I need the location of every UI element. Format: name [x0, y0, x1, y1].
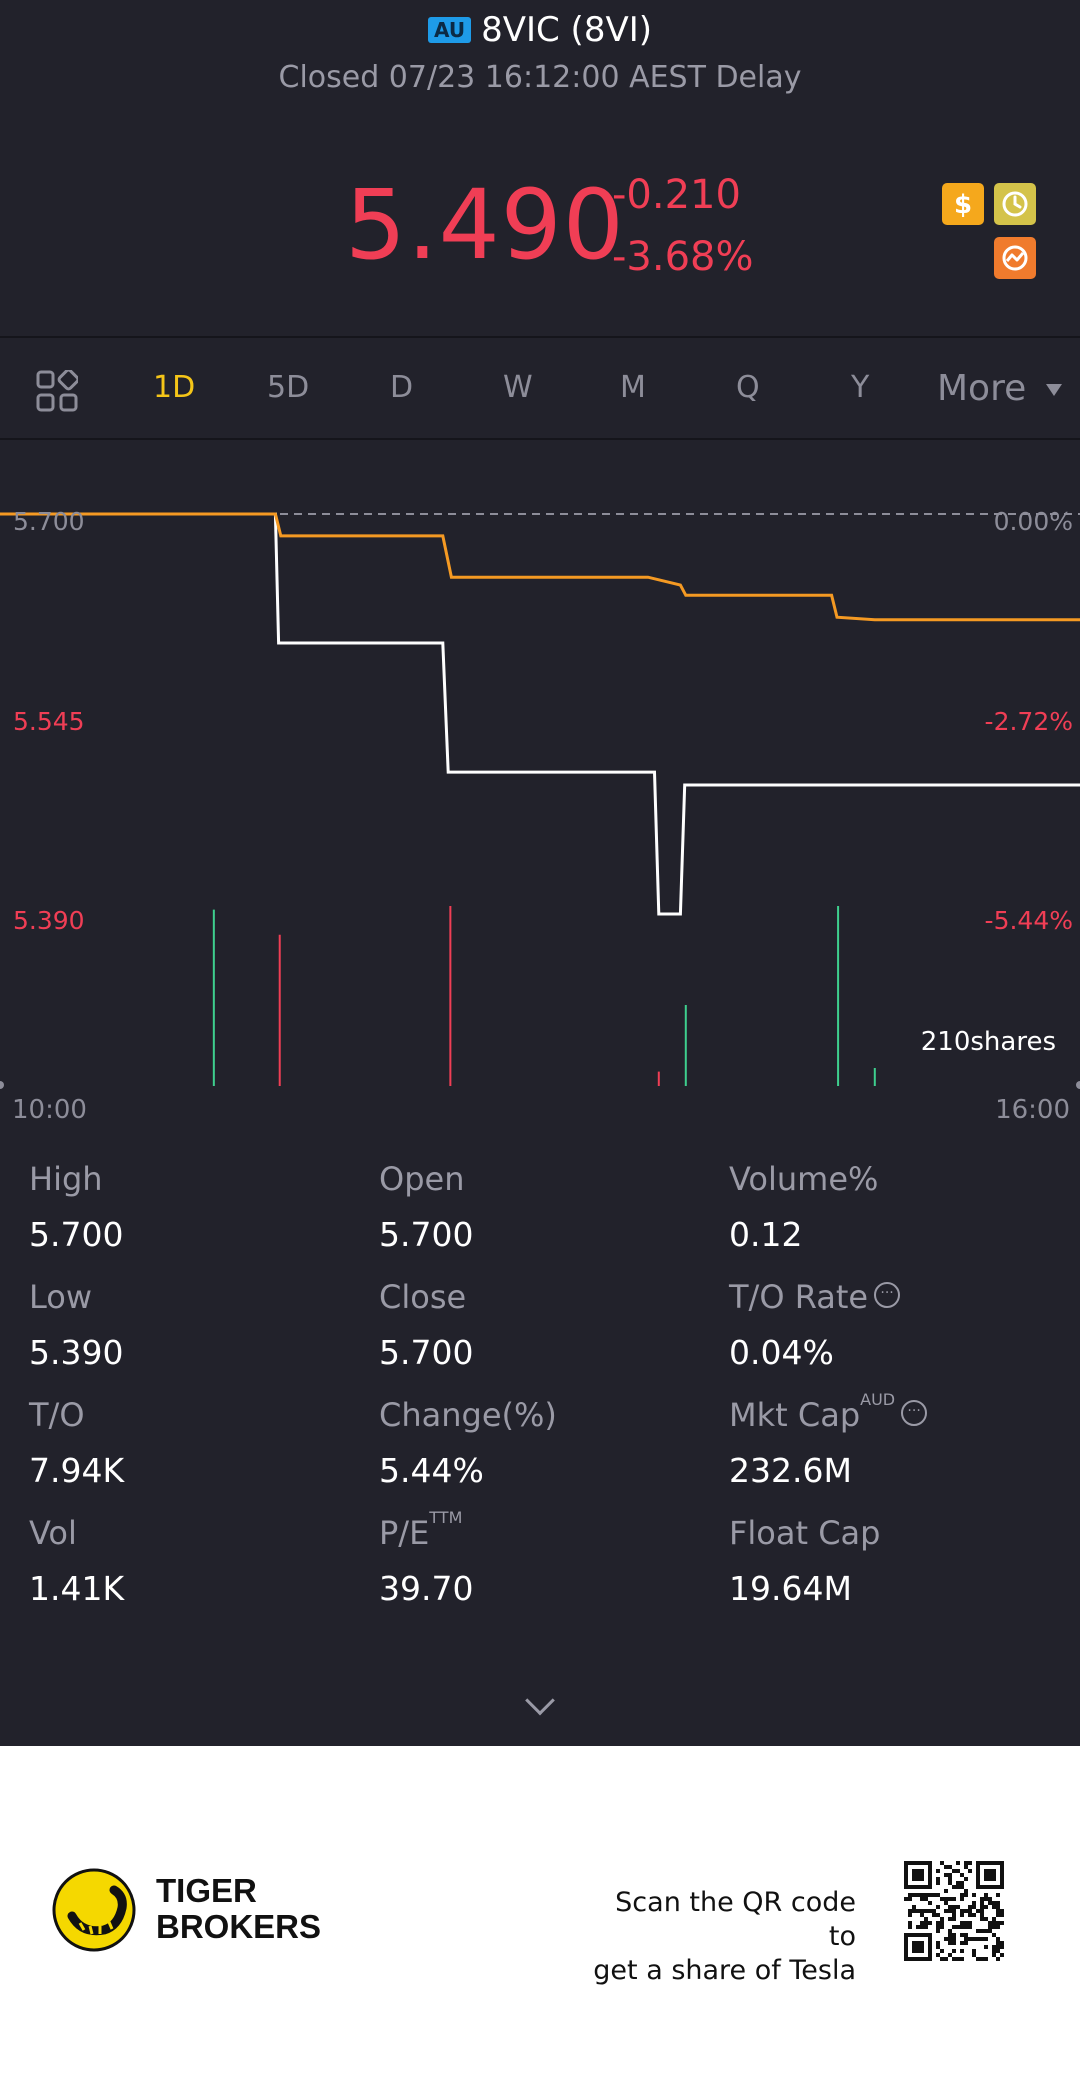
stat-pe-value: 39.70: [379, 1569, 474, 1608]
last-price: 5.490: [345, 169, 625, 281]
series-line-average: [0, 512, 1080, 622]
y-pct-label: -2.72%: [985, 707, 1073, 736]
brand-line-2: BROKERS: [156, 1908, 322, 1945]
stat-open-label: Open: [379, 1160, 465, 1198]
trend-icon[interactable]: [994, 237, 1036, 279]
stat-mktcap-text: Mkt Cap: [729, 1396, 861, 1434]
x-tick-label: 16:00: [995, 1095, 1070, 1125]
ttm-sup: TTM: [429, 1508, 463, 1527]
series-line-price: [0, 512, 1080, 916]
price-change: -0.210: [612, 172, 741, 218]
tab-1d[interactable]: 1D: [153, 370, 196, 405]
stock-title[interactable]: 8VIC (8VI): [481, 10, 653, 50]
price-change-percent: -3.68%: [612, 234, 754, 280]
scroll-handle-right[interactable]: [1076, 1081, 1080, 1089]
more-info-icon[interactable]: ···: [901, 1400, 928, 1426]
tiger-logo-icon: [52, 1868, 136, 1952]
tab-m[interactable]: M: [620, 370, 646, 405]
stat-close-label: Close: [379, 1278, 467, 1316]
stat-changepct-label: Change(%): [379, 1396, 557, 1434]
tab-q[interactable]: Q: [736, 370, 760, 405]
stat-to-value: 7.94K: [29, 1451, 125, 1490]
brand-name: TIGER BROKERS: [156, 1873, 321, 1945]
stat-vol-label: Vol: [29, 1514, 77, 1552]
stat-mktcap-label: Mkt CapAUD ···: [729, 1390, 928, 1434]
stat-torate-value: 0.04%: [729, 1333, 834, 1372]
scan-line-1: Scan the QR code to: [615, 1887, 856, 1952]
clock-icon[interactable]: [994, 183, 1036, 225]
dollar-icon[interactable]: $: [942, 183, 984, 225]
brand-line-1: TIGER: [156, 1872, 257, 1909]
x-tick-label: 10:00: [12, 1095, 87, 1125]
tab-d[interactable]: D: [390, 370, 414, 405]
y-tick-label: 5.545: [13, 707, 85, 736]
stat-low-value: 5.390: [29, 1333, 124, 1372]
market-status: Closed 07/23 16:12:00 AEST Delay: [278, 60, 802, 95]
stat-pe-text: P/E: [379, 1514, 430, 1552]
currency-sup: AUD: [860, 1390, 896, 1409]
expand-chevron-down-icon[interactable]: [525, 1685, 555, 1716]
stat-high-value: 5.700: [29, 1215, 124, 1254]
stat-low-label: Low: [29, 1278, 93, 1316]
y-tick-label: 5.700: [13, 507, 85, 536]
stat-floatcap-label: Float Cap: [729, 1514, 881, 1552]
market-badge: AU: [427, 17, 472, 43]
intraday-chart[interactable]: 5.700 5.545 5.390 0.00% -2.72% -5.44% 21…: [0, 440, 1080, 1140]
stat-changepct-value: 5.44%: [379, 1451, 484, 1490]
stat-floatcap-value: 19.64M: [729, 1569, 852, 1608]
stat-mktcap-value: 232.6M: [729, 1451, 852, 1490]
stat-close-value: 5.700: [379, 1333, 474, 1372]
stat-vol-value: 1.41K: [29, 1569, 125, 1608]
tab-y[interactable]: Y: [851, 370, 870, 405]
stat-volpct-value: 0.12: [729, 1215, 803, 1254]
stat-to-label: T/O: [29, 1396, 85, 1434]
tab-5d[interactable]: 5D: [267, 370, 310, 405]
stat-pe-label: P/ETTM: [379, 1508, 462, 1552]
qr-code-icon[interactable]: [904, 1861, 1004, 1961]
y-pct-label: -5.44%: [985, 906, 1073, 935]
divider: [0, 438, 1080, 440]
period-tabs: 1D 5D D W M Q Y More: [0, 338, 1080, 438]
share-footer: TIGER BROKERS Scan the QR code to get a …: [0, 1746, 1080, 2079]
stat-torate-text: T/O Rate: [729, 1278, 869, 1316]
y-pct-label: 0.00%: [994, 507, 1073, 536]
tab-w[interactable]: W: [503, 370, 533, 405]
stat-volpct-label: Volume%: [729, 1160, 879, 1198]
stat-open-value: 5.700: [379, 1215, 474, 1254]
scan-text: Scan the QR code to get a share of Tesla: [580, 1886, 856, 1988]
layout-grid-icon[interactable]: [36, 370, 78, 412]
divider: [0, 336, 1080, 338]
caret-down-icon[interactable]: [1046, 384, 1062, 396]
more-info-icon[interactable]: ···: [874, 1282, 901, 1308]
header: AU 8VIC (8VI) Closed 07/23 16:12:00 AEST…: [0, 0, 1080, 110]
more-button[interactable]: More: [937, 368, 1027, 409]
svg-text:$: $: [954, 190, 972, 219]
volume-label: 210shares: [921, 1027, 1056, 1057]
scroll-handle-left[interactable]: [0, 1081, 4, 1089]
title-row: AU 8VIC (8VI): [0, 10, 1080, 50]
y-tick-label: 5.390: [13, 906, 85, 935]
scan-line-2: get a share of Tesla: [593, 1955, 856, 1986]
stat-high-label: High: [29, 1160, 103, 1198]
stat-torate-label: T/O Rate ···: [729, 1278, 901, 1316]
